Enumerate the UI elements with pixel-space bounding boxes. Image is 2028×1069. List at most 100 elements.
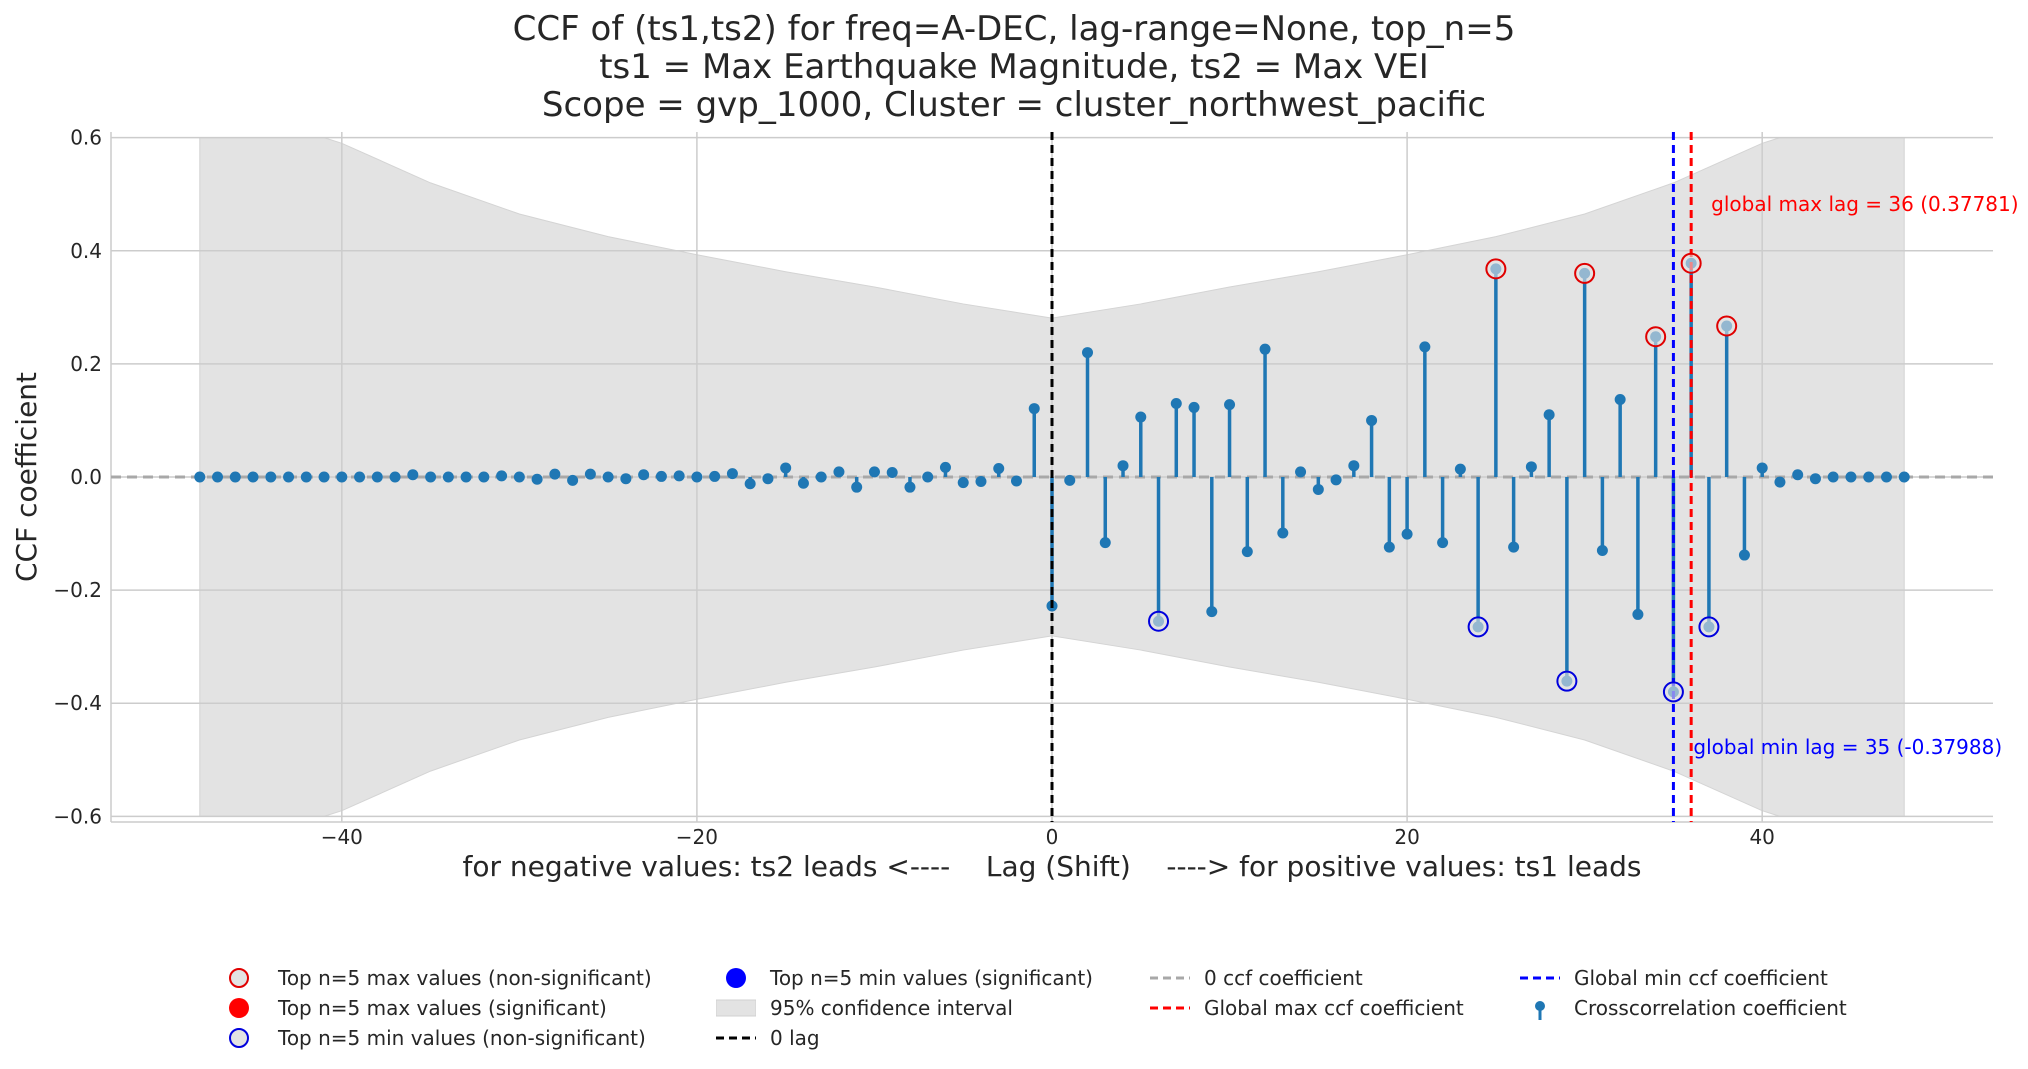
stem-marker: [744, 478, 756, 490]
stem-marker: [1224, 399, 1236, 411]
stem-marker: [442, 471, 454, 483]
y-tick-label: 0.2: [70, 352, 102, 376]
stem-marker: [1827, 471, 1839, 483]
stem-marker: [780, 462, 792, 474]
stem-marker: [1366, 414, 1378, 426]
stem-marker: [336, 471, 348, 483]
stem-marker: [762, 473, 774, 485]
stem-marker: [1348, 460, 1360, 472]
stem-marker: [478, 471, 490, 483]
legend-label: Top n=5 max values (non-significant): [278, 966, 652, 990]
stem-marker: [620, 473, 632, 485]
stem-marker: [531, 473, 543, 485]
y-tick-label: 0.4: [70, 239, 102, 263]
stem-marker: [1206, 606, 1218, 618]
stem-marker: [1614, 394, 1626, 406]
x-tick-label: 0: [1046, 825, 1059, 849]
stem-marker: [868, 466, 880, 478]
chart-title-line-2: ts1 = Max Earthquake Magnitude, ts2 = Ma…: [599, 47, 1429, 87]
stem-marker: [407, 469, 419, 481]
chart-title-line-1: CCF of (ts1,ts2) for freq=A-DEC, lag-ran…: [512, 9, 1516, 49]
top-min-marker: [1467, 616, 1489, 638]
red-dash-line-icon: [1150, 1006, 1190, 1010]
stem-marker: [1295, 466, 1307, 478]
stem-marker: [283, 471, 295, 483]
legend-label: Global min ccf coefficient: [1574, 966, 1828, 990]
x-axis-label: for negative values: ts2 leads <---- Lag…: [463, 850, 1642, 883]
global-max-annotation: global max lag = 36 (0.37781): [1711, 192, 2018, 216]
stem-marker: [1756, 462, 1768, 474]
open-blue-circle-icon: [229, 1028, 249, 1048]
stem-marker: [1525, 461, 1537, 473]
stem-marker: [851, 481, 863, 493]
stem-marker: [513, 471, 525, 483]
stem-marker: [797, 477, 809, 489]
y-tick-label: −0.4: [53, 691, 102, 715]
stem-marker: [354, 471, 366, 483]
stem-marker: [1401, 528, 1413, 540]
top-max-marker: [1574, 262, 1596, 284]
stem-marker: [1543, 409, 1555, 421]
stem-marker: [1312, 483, 1324, 495]
stem-marker: [371, 471, 383, 483]
stem-marker: [1170, 397, 1182, 409]
stem-marker: [1383, 541, 1395, 553]
x-tick-label: 20: [1394, 825, 1419, 849]
stem-marker: [567, 474, 579, 486]
chart-title-line-3: Scope = gvp_1000, Cluster = cluster_nort…: [541, 85, 1487, 125]
stem-marker: [1792, 469, 1804, 481]
stem-marker: [1738, 549, 1750, 561]
stem-marker: [194, 471, 206, 483]
legend-label: Top n=5 min values (significant): [770, 966, 1093, 990]
stem-marker: [1028, 403, 1040, 415]
stem-marker: [1632, 608, 1644, 620]
legend-label: 0 lag: [770, 1026, 820, 1050]
x-tick-label: −20: [676, 825, 718, 849]
global-min-annotation: global min lag = 35 (-0.37988): [1693, 735, 2002, 759]
stem-marker: [1454, 463, 1466, 475]
legend-label: Crosscorrelation coefficient: [1574, 996, 1847, 1020]
stem-marker: [1259, 343, 1271, 355]
top-min-marker: [1556, 670, 1578, 692]
stem-marker: [1188, 401, 1200, 413]
stem-marker: [265, 471, 277, 483]
stem-marker: [939, 461, 951, 473]
stem-marker: [1845, 471, 1857, 483]
stem-marker: [460, 471, 472, 483]
stem-marker: [655, 470, 667, 482]
legend-label: Top n=5 min values (non-significant): [278, 1026, 646, 1050]
top-min-marker: [1698, 616, 1720, 638]
legend-label: Top n=5 max values (significant): [278, 996, 607, 1020]
stem-marker: [904, 481, 916, 493]
stem-marker: [1863, 471, 1875, 483]
stem-marker: [975, 476, 987, 488]
stem-marker: [993, 463, 1005, 475]
y-tick-label: 0.6: [70, 126, 102, 150]
stem-marker: [1064, 474, 1076, 486]
filled-red-circle-icon: [229, 998, 249, 1018]
stem-marker: [1880, 471, 1892, 483]
stem-marker: [1774, 476, 1786, 488]
blue-dash-line-icon: [1520, 976, 1560, 980]
top-min-marker: [1148, 610, 1170, 632]
stem-marker: [212, 471, 224, 483]
stem-marker: [922, 471, 934, 483]
stem-marker: [602, 471, 614, 483]
stem-marker: [957, 477, 969, 489]
stem-marker: [1277, 527, 1289, 539]
stem-marker: [1419, 341, 1431, 353]
stem-marker: [584, 468, 596, 480]
y-axis-label: CCF coefficient: [10, 372, 43, 582]
stem-marker: [886, 466, 898, 478]
stem-marker: [247, 471, 259, 483]
y-tick-label: −0.2: [53, 578, 102, 602]
stem-marker: [300, 471, 312, 483]
stem-marker: [673, 470, 685, 482]
stem-marker: [709, 470, 721, 482]
ccf-stem-chart: global max lag = 36 (0.37781) global min …: [10, 126, 2019, 883]
top-min-marker: [1662, 681, 1684, 703]
stem-marker: [815, 471, 827, 483]
legend: Top n=5 max values (non-significant) Top…: [224, 966, 2024, 1066]
stem-marker: [1508, 541, 1520, 553]
stem-marker: [1099, 537, 1111, 549]
